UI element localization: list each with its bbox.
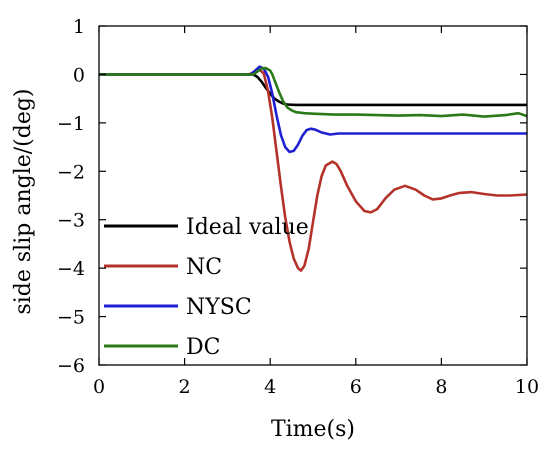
legend-label-ideal-value: Ideal value xyxy=(186,215,309,240)
x-axis-label: Time(s) xyxy=(271,417,355,442)
y-tick-label: −6 xyxy=(57,355,85,377)
x-tick-label: 4 xyxy=(264,376,276,398)
plot-frame xyxy=(98,25,528,366)
legend: Ideal value NC NYSC DC xyxy=(104,215,309,360)
series-layer xyxy=(99,65,528,272)
series-line-ideal-value xyxy=(99,73,527,107)
y-tick-label: −2 xyxy=(57,161,85,183)
series-line-nc xyxy=(99,68,528,272)
y-tick-label: −1 xyxy=(57,113,85,135)
series-line-dc xyxy=(99,66,528,118)
y-tick-label: 0 xyxy=(73,64,85,86)
x-tick-label: 0 xyxy=(93,376,105,398)
legend-label-nysc: NYSC xyxy=(186,295,252,320)
y-tick-label: −4 xyxy=(57,258,85,280)
y-axis-label: side slip angle/(deg) xyxy=(11,88,36,314)
x-tick-label: 10 xyxy=(515,376,539,398)
y-tick-label: 1 xyxy=(73,16,85,38)
series-line-nysc xyxy=(99,65,527,154)
y-tick-label: −3 xyxy=(57,210,85,232)
x-tick-label: 8 xyxy=(435,376,447,398)
x-tick-label: 2 xyxy=(179,376,191,398)
legend-label-dc: DC xyxy=(186,335,220,360)
x-tick-label: 6 xyxy=(350,376,362,398)
legend-label-nc: NC xyxy=(186,255,222,280)
y-tick-label: −5 xyxy=(57,307,85,329)
